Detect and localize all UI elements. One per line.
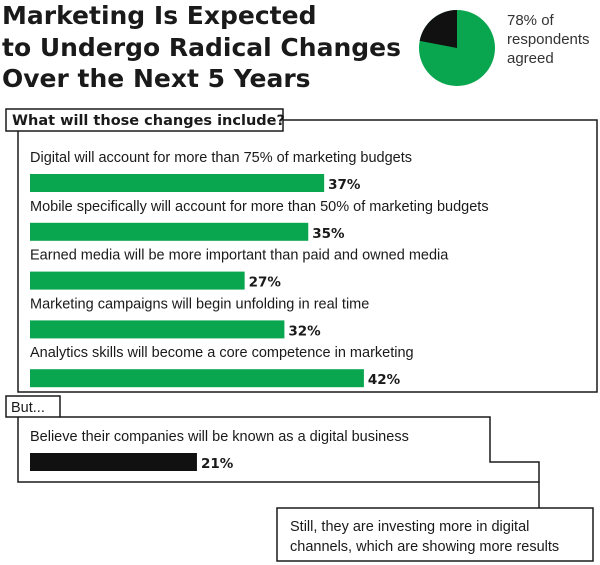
changes-bars: Digital will account for more than 75% o…	[30, 150, 489, 388]
pie-slice-other	[419, 10, 457, 48]
bar-value-label: 35%	[312, 226, 345, 242]
pie-note-line-3: agreed	[507, 50, 554, 67]
bar-category-label: Analytics skills will become a core comp…	[30, 345, 414, 361]
bar-category-label: Believe their companies will be known as…	[30, 429, 409, 445]
bar	[30, 271, 245, 290]
callout-line-2: channels, which are showing more results	[290, 539, 559, 555]
digital-panel-frame	[17, 416, 540, 483]
bar-value-label: 37%	[328, 177, 361, 193]
section-header-box	[5, 108, 284, 132]
bar	[30, 222, 309, 241]
bar-value-label: 42%	[368, 372, 401, 388]
changes-panel-frame	[17, 119, 598, 393]
section-header: What will those changes include?	[12, 113, 285, 129]
bar	[30, 369, 364, 388]
agreement-pie-chart	[419, 10, 495, 86]
bar-value-label: 27%	[249, 275, 282, 291]
bar-category-label: Mobile specifically will account for mor…	[30, 199, 489, 215]
callout-box	[276, 507, 594, 562]
bar-category-label: Marketing campaigns will begin unfolding…	[30, 296, 369, 312]
title-line-2: to Undergo Radical Changes	[2, 32, 401, 62]
bar-value-label: 21%	[201, 456, 234, 472]
bar-category-label: Earned media will be more important than…	[30, 248, 449, 264]
bar-category-label: Digital will account for more than 75% o…	[30, 150, 412, 166]
pie-note-line-1: 78% of	[507, 12, 554, 29]
bar	[30, 320, 285, 339]
but-label: But...	[11, 400, 45, 416]
title-line-3: Over the Next 5 Years	[2, 64, 311, 93]
pie-note-line-2: respondents	[507, 31, 590, 48]
bar-value-label: 32%	[288, 323, 321, 339]
title-line-1: Marketing Is Expected	[2, 1, 317, 30]
digital-business-bars: Believe their companies will be known as…	[30, 429, 409, 472]
but-box	[5, 395, 61, 418]
bar	[30, 174, 325, 192]
callout-line-1: Still, they are investing more in digita…	[290, 519, 529, 535]
page-title: Marketing Is Expected to Undergo Radical…	[2, 0, 412, 95]
bar	[30, 453, 197, 471]
pie-note: 78% of respondents agreed	[507, 11, 600, 68]
